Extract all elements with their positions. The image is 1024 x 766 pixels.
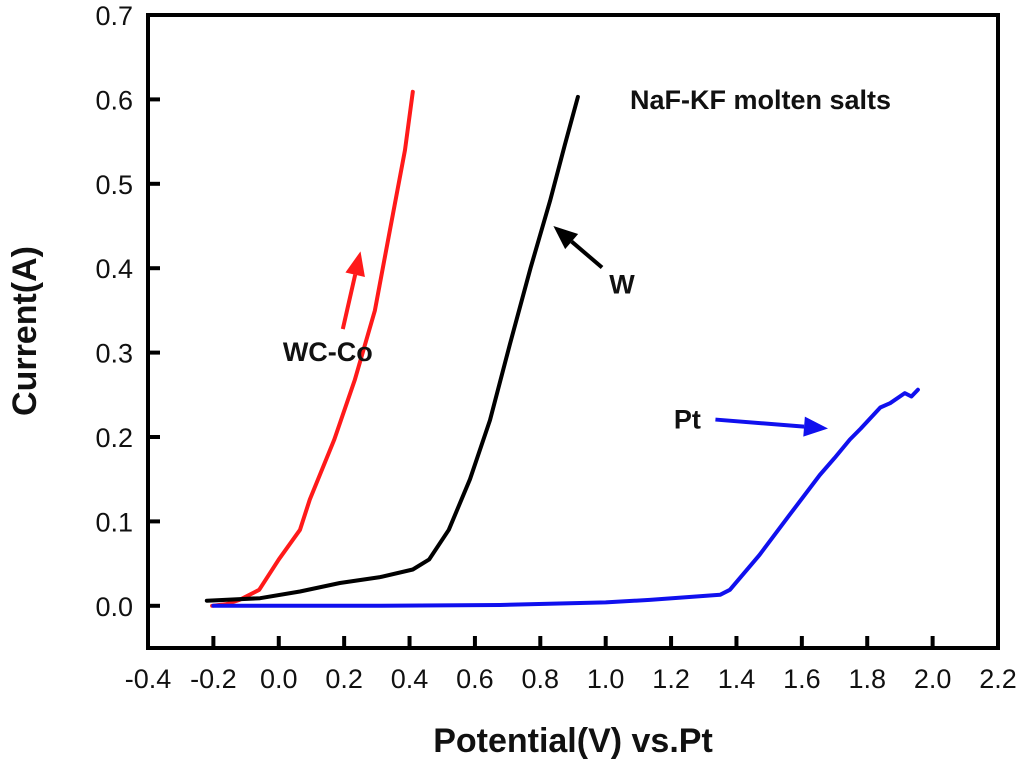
x-tick-label: -0.4 bbox=[125, 664, 172, 694]
annotation-arrowhead-wc-co bbox=[345, 251, 365, 277]
annotation-salt-label: NaF-KF molten salts bbox=[630, 85, 891, 115]
y-tick-label: 0.5 bbox=[95, 170, 133, 200]
x-tick-label: 1.0 bbox=[587, 664, 625, 694]
series-line-w bbox=[204, 94, 580, 603]
annotation-arrow-w bbox=[570, 240, 604, 270]
x-tick-label: 0.2 bbox=[325, 664, 363, 694]
x-tick-label: 0.6 bbox=[456, 664, 494, 694]
y-axis-title: Current(A) bbox=[6, 246, 44, 416]
x-tick-label: 0.0 bbox=[260, 664, 298, 694]
x-tick-label: 0.4 bbox=[391, 664, 429, 694]
x-tick-label: 1.2 bbox=[652, 664, 690, 694]
x-tick-label: 0.8 bbox=[522, 664, 560, 694]
annotation-label-wc-co: WC-Co bbox=[283, 337, 373, 367]
annotations: WC-Co W Pt bbox=[283, 226, 828, 437]
x-tick-label: -0.2 bbox=[190, 664, 237, 694]
y-tick-label: 0.2 bbox=[95, 423, 133, 453]
y-tick-label: 0.7 bbox=[95, 1, 133, 31]
series-line-pt bbox=[211, 387, 920, 608]
annotation-arrowhead-w bbox=[553, 226, 579, 250]
x-tick-label: 1.4 bbox=[718, 664, 756, 694]
y-tick-label: 0.0 bbox=[95, 592, 133, 622]
y-tick-label: 0.4 bbox=[95, 254, 133, 284]
x-tick-label: 2.2 bbox=[979, 664, 1017, 694]
series-group bbox=[204, 89, 920, 608]
y-tick-label: 0.3 bbox=[95, 339, 133, 369]
x-axis-title: Potential(V) vs.Pt bbox=[433, 722, 713, 760]
annotation-arrowhead-pt bbox=[803, 416, 828, 437]
ticks: -0.4 -0.2 0.0 0.2 0.4 0.6 0.8 1.0 1.2 1.4 1.6 1.8 2.… bbox=[95, 1, 1016, 694]
annotation-arrow-pt bbox=[715, 417, 805, 429]
annotation-arrow-wc-co bbox=[340, 274, 358, 330]
x-tick-label: 2.0 bbox=[914, 664, 952, 694]
annotation-label-pt: Pt bbox=[674, 405, 701, 435]
annotation-label-w: W bbox=[609, 270, 635, 300]
y-tick-label: 0.1 bbox=[95, 507, 133, 537]
plot-frame bbox=[146, 13, 1000, 650]
x-tick-label: 1.8 bbox=[848, 664, 886, 694]
x-tick-label: 1.6 bbox=[783, 664, 821, 694]
y-tick-label: 0.6 bbox=[95, 85, 133, 115]
